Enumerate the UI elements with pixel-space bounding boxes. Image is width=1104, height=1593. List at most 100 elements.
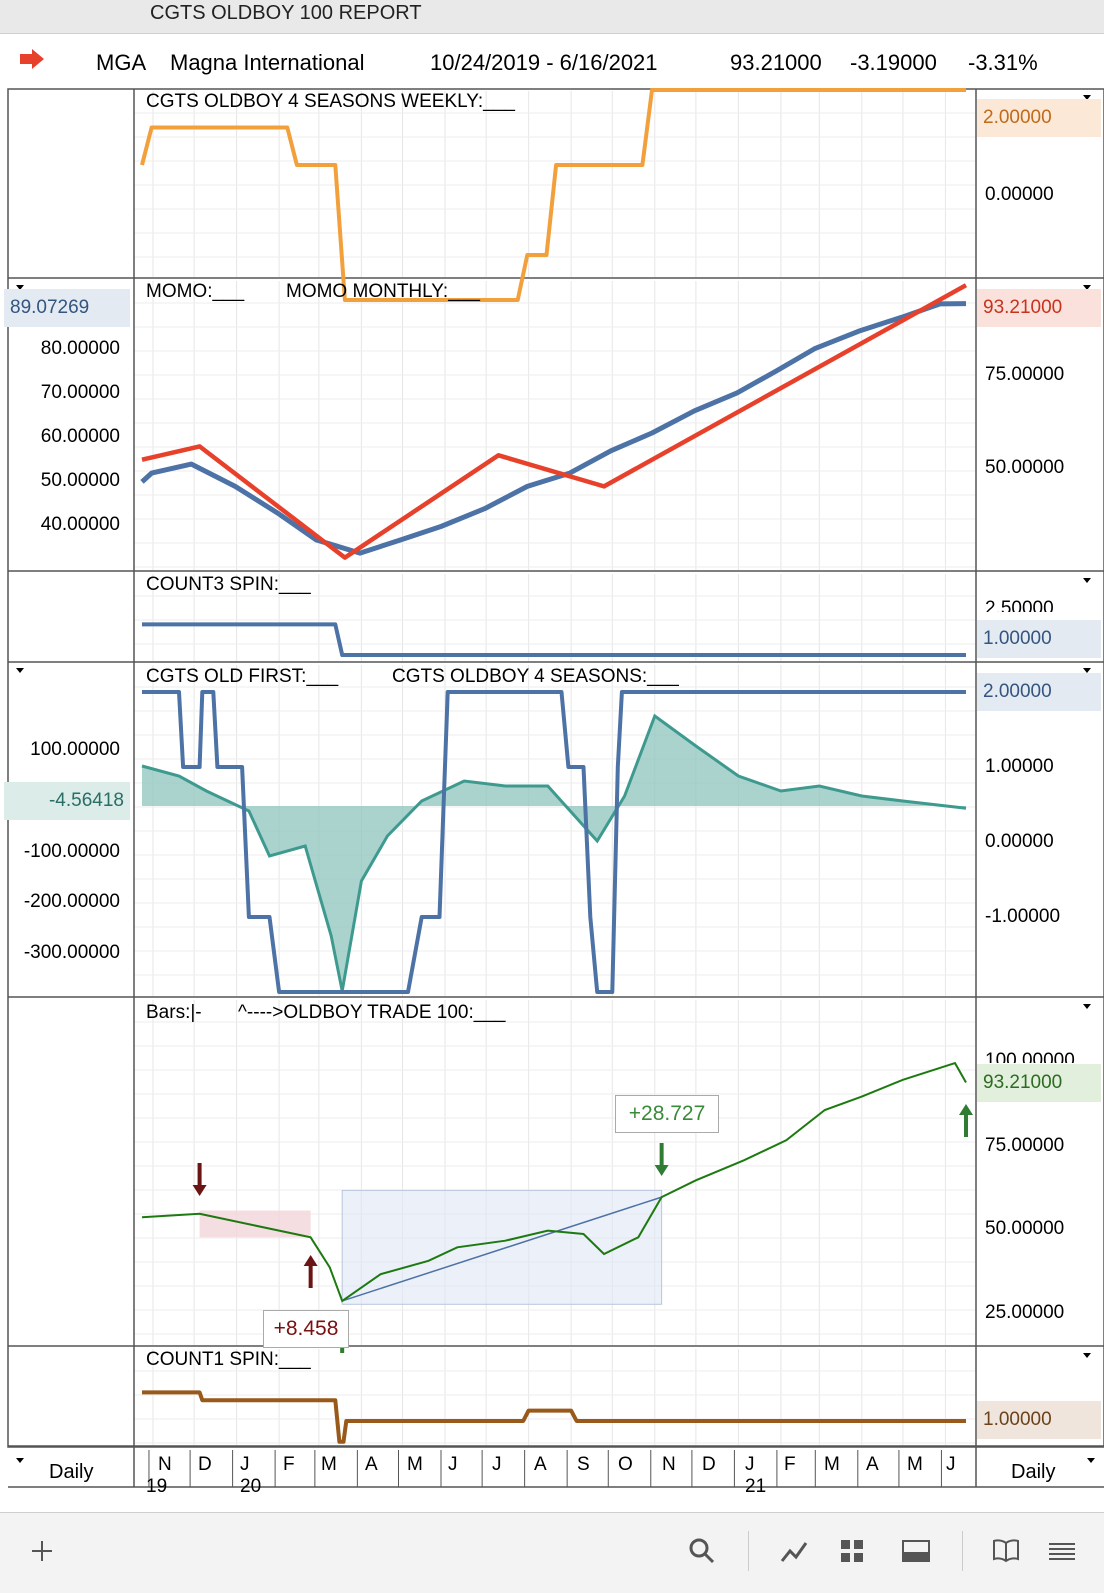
toolbar-divider — [748, 1531, 749, 1571]
p5-last-tag: 93.21000 — [977, 1064, 1101, 1102]
line-chart-icon[interactable] — [778, 1535, 810, 1567]
p4-yl-100: 100.00000 — [30, 739, 120, 760]
p4-right-tag: 2.00000 — [977, 673, 1101, 711]
p2-yl-40: 40.00000 — [40, 514, 120, 535]
p4-yl-m300: -300.00000 — [23, 942, 120, 963]
panel-menu-icon — [1083, 1353, 1091, 1358]
timeframe-right-dropdown-icon[interactable] — [1087, 1458, 1095, 1463]
p3-ytick-2.5: 2.50000 — [985, 598, 1054, 612]
series-old-first-line — [141, 713, 967, 992]
menu-icon[interactable] — [1046, 1535, 1078, 1567]
p2-yr-50: 50.00000 — [985, 457, 1065, 478]
company-name: Magna International — [170, 50, 365, 75]
trade-gain-label: +28.727 — [615, 1095, 719, 1133]
series-count1-spin-line — [142, 1390, 966, 1444]
outer-frame — [7, 88, 1104, 1448]
p6-last-tag: 1.00000 — [977, 1401, 1101, 1439]
trade-short-label: +8.458 — [263, 1310, 349, 1348]
month-label: J — [946, 1454, 956, 1475]
series-count3-spin-line — [142, 622, 966, 657]
panel4-legend-old-first: CGTS OLD FIRST:___ — [146, 666, 339, 687]
panel-menu-icon — [1083, 668, 1091, 673]
last-price: 93.21000 — [730, 50, 822, 75]
date-range: 10/24/2019 - 6/16/2021 — [430, 50, 658, 75]
month-label: J — [240, 1454, 250, 1475]
p4-yr-1: 1.00000 — [985, 756, 1054, 777]
p4-yl-m100: -100.00000 — [23, 841, 120, 862]
panel-menu-icon — [1083, 1004, 1091, 1009]
p4-yl-m200: -200.00000 — [23, 891, 120, 912]
month-label: F — [784, 1454, 796, 1475]
month-label: A — [534, 1454, 547, 1475]
panel-menu-icon — [1083, 578, 1091, 583]
panel4-legend-4-seasons: CGTS OLDBOY 4 SEASONS:___ — [392, 666, 679, 687]
p2-left-tag: 89.07269 — [4, 289, 130, 327]
symbol-info-bar: MGA Magna International 10/24/2019 - 6/1… — [0, 34, 1104, 88]
grid-icon[interactable] — [836, 1535, 868, 1567]
panel1-title: CGTS OLDBOY 4 SEASONS WEEKLY:___ — [146, 91, 515, 112]
month-label: J — [492, 1454, 502, 1475]
p2-yl-80: 80.00000 — [40, 338, 120, 359]
month-label: M — [321, 1454, 337, 1475]
panel5-legend-trade: ^---->OLDBOY TRADE 100:___ — [238, 1002, 506, 1023]
long-trade-box — [341, 1189, 663, 1305]
month-label: N — [158, 1454, 172, 1475]
month-label: M — [824, 1454, 840, 1475]
panel-menu-icon — [1083, 285, 1091, 290]
red-arrow-icon[interactable] — [18, 48, 46, 70]
series-oldboy-4-seasons-line — [142, 690, 966, 994]
panel2-legend-momo-monthly: MOMO MONTHLY:___ — [286, 281, 480, 302]
p1-last-tag: 2.00000 — [977, 99, 1101, 137]
add-icon[interactable] — [26, 1535, 58, 1567]
p4-yr-m1: -1.00000 — [985, 906, 1061, 927]
timeframe-left[interactable]: Daily — [49, 1461, 94, 1483]
p2-right-tag: 93.21000 — [977, 289, 1101, 327]
month-label: D — [702, 1454, 716, 1475]
toolbar-divider — [962, 1531, 963, 1571]
month-label: J — [745, 1454, 755, 1475]
price-change: -3.19000 — [850, 50, 937, 75]
month-label: S — [577, 1454, 590, 1475]
window-title: CGTS OLDBOY 100 REPORT — [150, 2, 422, 24]
year-label: 19 — [146, 1476, 168, 1497]
timeframe-right[interactable]: Daily — [1011, 1461, 1056, 1483]
panel5-legend-bars: Bars:|- — [146, 1002, 202, 1023]
p5-ytick-25: 25.00000 — [985, 1302, 1065, 1323]
p2-yr-75: 75.00000 — [985, 364, 1065, 385]
month-label: D — [198, 1454, 212, 1475]
month-label: A — [365, 1454, 378, 1475]
long-trade-line — [341, 1196, 662, 1302]
month-label: J — [448, 1454, 458, 1475]
p4-yr-0: 0.00000 — [985, 831, 1054, 852]
p1-ytick-0: 0.00000 — [985, 184, 1054, 205]
series-momo-monthly-line — [140, 301, 967, 556]
search-icon[interactable] — [686, 1535, 718, 1567]
panel-menu-icon — [16, 668, 24, 673]
title-bar: CGTS OLDBOY 100 REPORT — [0, 0, 1104, 34]
month-label: A — [866, 1454, 879, 1475]
book-icon[interactable] — [990, 1535, 1022, 1567]
series-price-bars — [141, 1061, 967, 1303]
symbol: MGA — [96, 50, 147, 75]
long-exit-arrow — [654, 1143, 669, 1176]
p2-yl-70: 70.00000 — [40, 382, 120, 403]
p2-yl-50: 50.00000 — [40, 470, 120, 491]
panel3-title: COUNT3 SPIN:___ — [146, 574, 311, 595]
month-label: F — [283, 1454, 295, 1475]
panel6-title: COUNT1 SPIN:___ — [146, 1349, 311, 1370]
p5-ytick-50: 50.00000 — [985, 1218, 1065, 1239]
month-label: M — [407, 1454, 423, 1475]
p3-last-tag: 1.00000 — [977, 620, 1101, 658]
timeframe-left-dropdown-icon[interactable] — [16, 1458, 24, 1463]
short-entry-arrow — [192, 1163, 207, 1196]
p2-yl-60: 60.00000 — [40, 426, 120, 447]
month-label: M — [907, 1454, 923, 1475]
panel-layout-icon[interactable] — [900, 1535, 932, 1567]
current-signal-arrow — [959, 1104, 973, 1137]
short-exit-arrow — [303, 1255, 318, 1288]
bottom-toolbar — [0, 1512, 1104, 1593]
month-label: N — [662, 1454, 676, 1475]
panel-menu-icon — [16, 285, 24, 290]
